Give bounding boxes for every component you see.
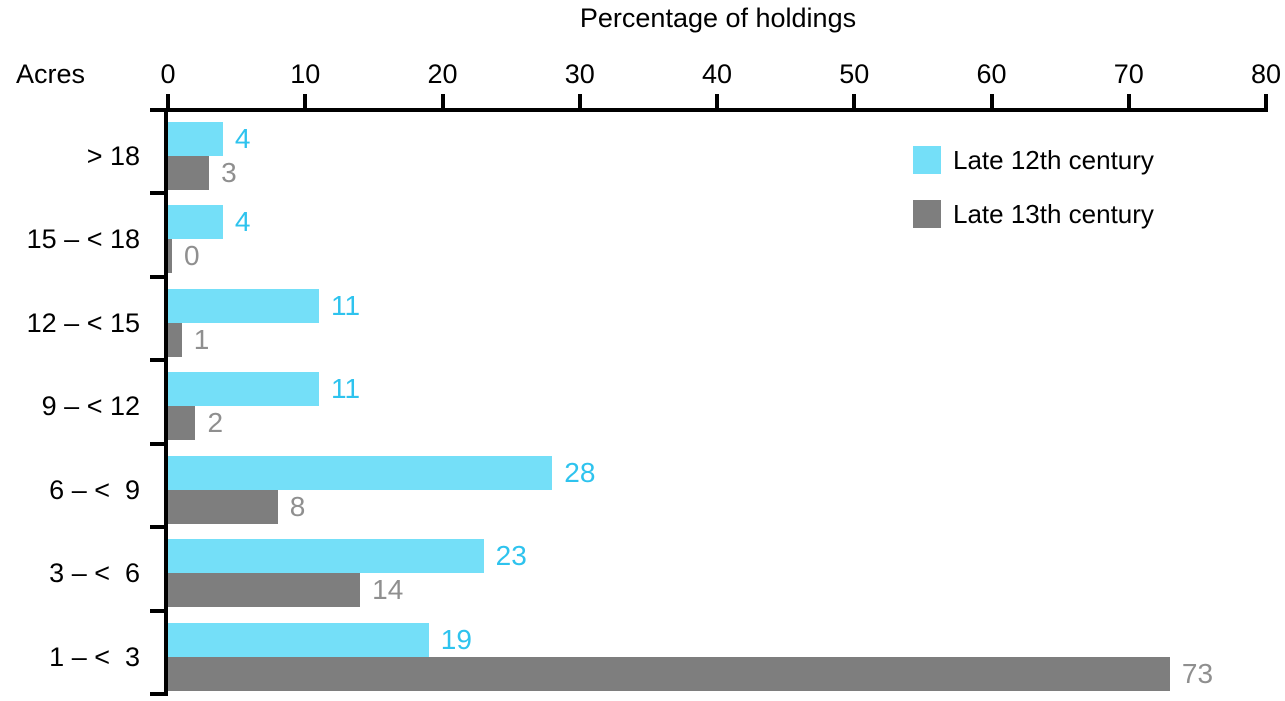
x-tick bbox=[1264, 94, 1268, 108]
x-tick bbox=[715, 94, 719, 108]
y-tick bbox=[150, 525, 164, 530]
y-tick bbox=[150, 274, 164, 279]
x-tick bbox=[440, 94, 445, 108]
y-tick bbox=[150, 191, 164, 196]
bar-late-13th-century bbox=[168, 573, 361, 608]
chart-title: Percentage of holdings bbox=[579, 3, 857, 33]
value-label-late-13th-century: 73 bbox=[1181, 657, 1214, 689]
y-axis-title: Acres bbox=[16, 59, 86, 89]
legend-swatch-late-13th-century bbox=[913, 200, 941, 228]
bar-late-13th-century bbox=[168, 322, 182, 357]
x-tick bbox=[1126, 94, 1131, 108]
value-label-late-13th-century: 14 bbox=[372, 574, 404, 606]
bar-late-13th-century bbox=[168, 489, 278, 524]
bar-late-13th-century bbox=[168, 239, 172, 274]
value-label-late-13th-century: 8 bbox=[289, 490, 306, 522]
value-label-late-13th-century: 1 bbox=[193, 323, 210, 355]
bar-late-13th-century bbox=[168, 656, 1170, 691]
category-label: 6 – < 9 bbox=[49, 474, 140, 505]
x-tick-label: 30 bbox=[564, 59, 595, 89]
category-label: 9 – < 12 bbox=[41, 391, 140, 422]
y-axis-line bbox=[164, 108, 168, 696]
value-label-late-13th-century: 0 bbox=[184, 240, 200, 272]
x-tick-label: 70 bbox=[1113, 59, 1144, 89]
x-tick bbox=[852, 94, 857, 108]
legend-label-late-12th-century: Late 12th century bbox=[953, 145, 1154, 175]
category-label: 15 – < 18 bbox=[26, 224, 140, 255]
bar-late-12th-century bbox=[168, 122, 223, 156]
category-label: 1 – < 3 bbox=[49, 641, 140, 672]
value-label-late-12th-century: 23 bbox=[495, 540, 527, 572]
bar-late-12th-century bbox=[168, 539, 484, 574]
x-axis-line bbox=[150, 108, 1268, 112]
y-tick bbox=[150, 358, 164, 363]
value-label-late-13th-century: 3 bbox=[221, 157, 237, 188]
value-label-late-12th-century: 19 bbox=[440, 623, 472, 655]
value-label-late-12th-century: 28 bbox=[564, 456, 596, 488]
bar-late-12th-century bbox=[168, 372, 319, 407]
x-tick bbox=[166, 94, 170, 108]
value-label-late-12th-century: 4 bbox=[234, 123, 251, 154]
value-label-late-12th-century: 4 bbox=[234, 206, 251, 238]
bar-late-12th-century bbox=[168, 288, 319, 323]
x-tick bbox=[989, 94, 994, 108]
x-tick-label: 80 bbox=[1250, 59, 1282, 89]
bar-late-13th-century bbox=[168, 156, 210, 190]
x-tick-label: 40 bbox=[701, 59, 733, 89]
y-tick bbox=[150, 441, 164, 446]
x-tick-label: 20 bbox=[427, 59, 458, 89]
value-label-late-13th-century: 2 bbox=[207, 407, 224, 439]
x-tick bbox=[303, 94, 308, 108]
x-tick bbox=[577, 94, 582, 108]
bar-late-13th-century bbox=[168, 406, 196, 441]
x-tick-label: 60 bbox=[976, 59, 1007, 89]
x-tick-label: 0 bbox=[160, 59, 176, 89]
y-tick bbox=[150, 608, 164, 613]
value-label-late-12th-century: 11 bbox=[330, 373, 361, 405]
x-tick-label: 50 bbox=[839, 59, 870, 89]
x-tick-label: 10 bbox=[290, 59, 321, 89]
value-label-late-12th-century: 11 bbox=[330, 289, 361, 321]
bar-late-12th-century bbox=[168, 205, 223, 240]
bar-late-12th-century bbox=[168, 455, 553, 490]
category-label: 12 – < 15 bbox=[26, 307, 140, 338]
bar-late-12th-century bbox=[168, 622, 429, 657]
y-tick bbox=[150, 692, 164, 696]
category-label: 3 – < 6 bbox=[49, 558, 140, 589]
legend-swatch-late-12th-century bbox=[913, 146, 941, 174]
legend-label-late-13th-century: Late 13th century bbox=[953, 199, 1154, 229]
category-label: > 18 bbox=[86, 141, 140, 171]
